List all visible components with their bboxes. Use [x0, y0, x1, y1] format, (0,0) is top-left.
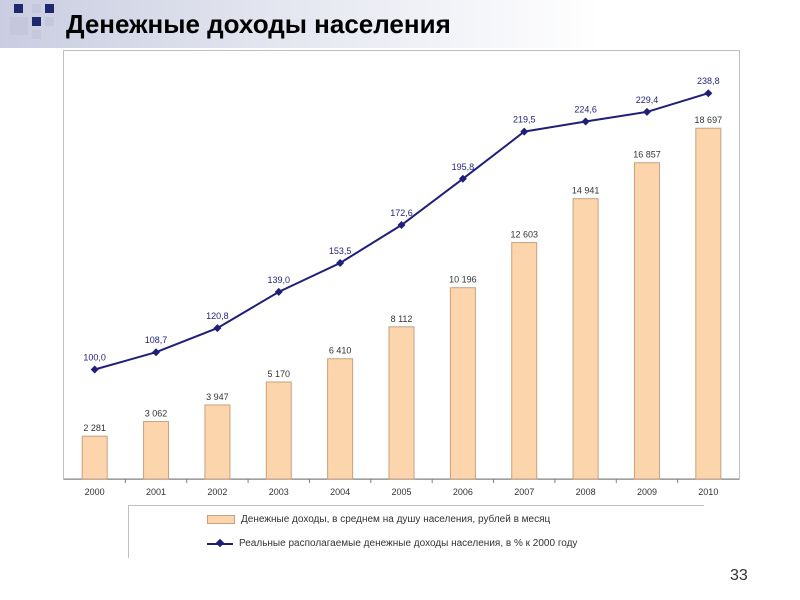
line-value-label: 238,8 — [697, 76, 720, 86]
bar-value-label: 2 281 — [83, 423, 106, 433]
bar-value-label: 6 410 — [329, 346, 352, 356]
line-value-label: 153,5 — [329, 246, 352, 256]
line-point-marker — [152, 348, 161, 357]
line-point-marker — [642, 107, 651, 116]
decorative-squares — [0, 0, 64, 48]
title-bar — [0, 0, 800, 48]
line-point-marker — [336, 259, 345, 268]
line-point-marker — [90, 365, 99, 374]
bar-value-label: 16 857 — [633, 150, 661, 160]
x-tick-label: 2008 — [576, 487, 596, 497]
line-value-label: 139,0 — [268, 275, 291, 285]
legend-item-income: Денежные доходы, в среднем на душу насел… — [207, 514, 550, 525]
legend-label-real-income: Реальные располагаемые денежные доходы н… — [239, 538, 578, 549]
line-value-label: 195,8 — [452, 162, 475, 172]
bar — [81, 435, 108, 480]
legend-bar-swatch — [207, 515, 235, 524]
bar — [572, 198, 599, 480]
bar — [449, 287, 476, 480]
page-number: 33 — [730, 567, 748, 584]
x-tick-label: 2000 — [85, 487, 105, 497]
x-tick-label: 2004 — [330, 487, 350, 497]
bar-value-label: 3 062 — [145, 409, 168, 419]
line-value-label: 229,4 — [636, 95, 659, 105]
bar — [511, 242, 538, 480]
line-value-label: 100,0 — [83, 353, 106, 363]
line-point-marker — [520, 127, 529, 136]
bar — [265, 381, 292, 480]
x-tick-label: 2006 — [453, 487, 473, 497]
line-point-marker — [581, 117, 590, 126]
x-tick-label: 2009 — [637, 487, 657, 497]
bar-value-label: 10 196 — [449, 275, 477, 285]
line-point-marker — [458, 174, 467, 183]
bar-value-label: 5 170 — [268, 369, 291, 379]
line-value-label: 108,7 — [145, 335, 168, 345]
x-tick-label: 2003 — [269, 487, 289, 497]
x-tick-label: 2005 — [391, 487, 411, 497]
bar — [695, 127, 722, 480]
line-value-label: 172,6 — [390, 208, 413, 218]
bar — [388, 326, 415, 480]
line-point-marker — [704, 89, 713, 98]
line-value-label: 120,8 — [206, 311, 229, 321]
bar-value-label: 8 112 — [391, 314, 413, 324]
income-chart: 2 281 2000 3 062 2001 3 947 2002 5 170 2003 6 41… — [64, 76, 739, 497]
chart-legend: Денежные доходы, в среднем на душу насел… — [128, 505, 704, 558]
bar — [327, 358, 354, 480]
bar-value-label: 12 603 — [510, 230, 538, 240]
line-value-label: 219,5 — [513, 115, 536, 125]
x-tick-label: 2007 — [514, 487, 534, 497]
legend-item-real-income: Реальные располагаемые денежные доходы н… — [207, 538, 577, 549]
bar — [204, 404, 231, 480]
bar — [143, 421, 170, 480]
x-tick-label: 2002 — [207, 487, 227, 497]
line-value-label: 224,6 — [574, 104, 597, 114]
bar — [633, 162, 660, 480]
line-point-marker — [274, 287, 283, 296]
slide-title: Денежные доходы населения — [66, 9, 451, 39]
x-tick-label: 2010 — [698, 487, 718, 497]
chart-plot-area: 2 281 2000 3 062 2001 3 947 2002 5 170 2003 6 41… — [63, 50, 740, 497]
bar-value-label: 18 697 — [695, 115, 723, 125]
legend-line-swatch — [207, 538, 233, 547]
line-point-marker — [397, 220, 406, 229]
bar-value-label: 14 941 — [572, 186, 600, 196]
bar-value-label: 3 947 — [206, 392, 229, 402]
legend-label-income: Денежные доходы, в среднем на душу насел… — [241, 514, 551, 525]
x-tick-label: 2001 — [146, 487, 166, 497]
line-point-marker — [213, 324, 222, 333]
